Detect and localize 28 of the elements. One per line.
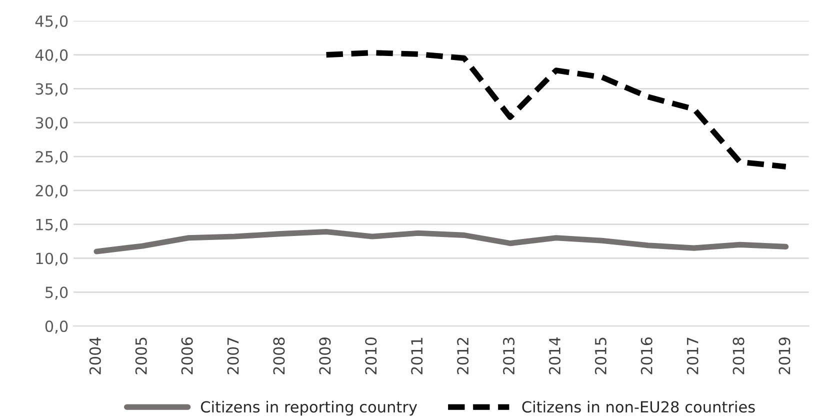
- y-tick-label: 35,0: [36, 83, 68, 96]
- x-tick-label: 2006: [181, 337, 193, 374]
- x-tick-label: 2011: [411, 338, 423, 374]
- x-tick-label: 2017: [686, 338, 698, 374]
- x-tick-label: 2012: [457, 338, 469, 374]
- x-tick-label: 2010: [365, 337, 377, 374]
- y-tick-label: 5,0: [46, 286, 68, 300]
- x-tick-label: 2014: [548, 337, 561, 374]
- y-tick-label: 0,0: [45, 320, 68, 334]
- x-tick-label: 2013: [502, 338, 515, 374]
- y-tick-label: 10,0: [36, 252, 68, 266]
- x-tick-label: 2008: [273, 338, 285, 374]
- x-tick-label: 2009: [319, 338, 331, 374]
- x-tick-label: 2018: [732, 338, 744, 374]
- y-tick-label: 45,0: [35, 15, 68, 28]
- legend-label: Citizens in non-EU28 countries: [522, 400, 755, 413]
- legend-label: Citizens in reporting country: [200, 400, 418, 416]
- y-tick-label: 40,0: [35, 49, 68, 62]
- y-tick-label: 25,0: [36, 150, 68, 164]
- x-tick-label: 2016: [640, 337, 652, 374]
- y-tick-label: 30,0: [36, 117, 68, 130]
- y-tick-label: 20,0: [36, 184, 68, 198]
- x-tick-label: 2005: [135, 338, 147, 374]
- x-tick-label: 2007: [227, 338, 239, 374]
- y-tick-label: 15,0: [36, 218, 68, 232]
- x-tick-label: 2019: [778, 338, 790, 374]
- x-tick-label: 2015: [594, 338, 606, 374]
- x-tick-label: 2004: [89, 337, 101, 374]
